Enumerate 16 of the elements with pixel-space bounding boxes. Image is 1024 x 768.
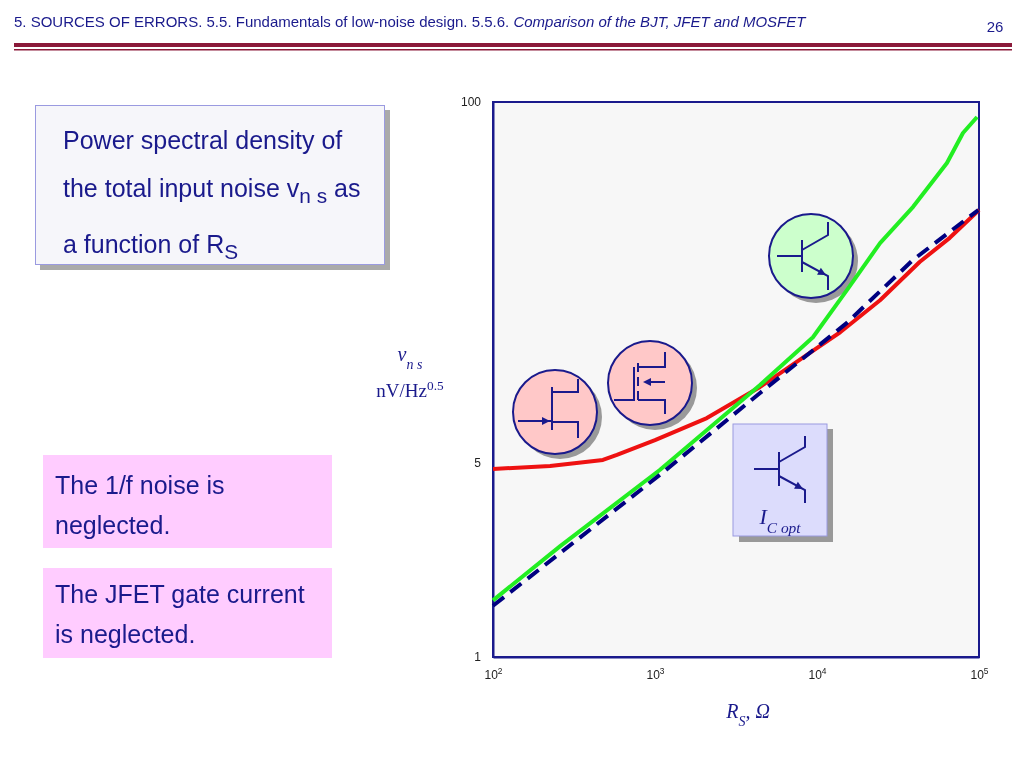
x-tick-label: 10$^{2}$ bbox=[484, 665, 503, 682]
x-tick-label: 10$^{4}$ bbox=[808, 665, 827, 682]
y-tick-label: 1 bbox=[474, 650, 482, 665]
x-tick-label: 10$^{5}$ bbox=[970, 665, 989, 682]
chart-subtitle: Comparison of the BJT, JFET and MOSFET bbox=[513, 13, 808, 30]
y-tick-label: 100 bbox=[460, 95, 482, 110]
text: Power spectral density of the total input noise v$_{n s}$ as a function of R$_{S}$ bbox=[63, 126, 361, 263]
annotation: I$_{C opt}$ bbox=[758, 504, 802, 536]
x-tick-label: 10$^{3}$ bbox=[646, 665, 665, 682]
text: The JFET gate current is neglected. bbox=[43, 568, 332, 658]
x-axis-title: R$_{S}$, Ω bbox=[725, 700, 770, 729]
text: 26 bbox=[986, 18, 1004, 35]
text: The 1/f noise is neglected. bbox=[43, 455, 332, 548]
y-tick-label: 5 bbox=[474, 456, 482, 471]
text: 5. SOURCES OF ERRORS. 5.5. Fundamentals of low-noise design. 5.5.6. bbox=[14, 13, 510, 30]
y-axis-title: v$_{n s}$ nV/Hz$^{0.5}$ bbox=[376, 343, 444, 401]
